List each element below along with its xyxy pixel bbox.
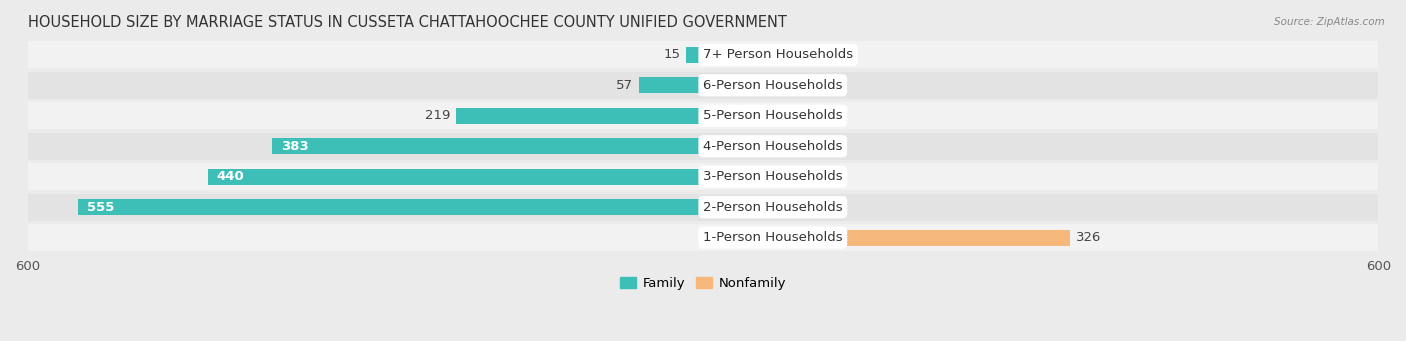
Bar bbox=[703, 47, 737, 63]
Text: Source: ZipAtlas.com: Source: ZipAtlas.com bbox=[1274, 17, 1385, 27]
Bar bbox=[703, 138, 737, 154]
Bar bbox=[28, 163, 1378, 190]
Text: 0: 0 bbox=[742, 48, 751, 61]
Text: 5-Person Households: 5-Person Households bbox=[703, 109, 842, 122]
Text: 1-Person Households: 1-Person Households bbox=[703, 231, 842, 244]
Text: 7+ Person Households: 7+ Person Households bbox=[703, 48, 853, 61]
Text: 15: 15 bbox=[664, 48, 681, 61]
Text: 440: 440 bbox=[217, 170, 245, 183]
Legend: Family, Nonfamily: Family, Nonfamily bbox=[614, 272, 792, 295]
Bar bbox=[271, 138, 703, 154]
Bar bbox=[28, 224, 1378, 251]
Text: 6-Person Households: 6-Person Households bbox=[703, 79, 842, 92]
Bar bbox=[28, 133, 1378, 160]
Bar bbox=[28, 194, 1378, 221]
Text: 555: 555 bbox=[87, 201, 115, 214]
Text: 4-Person Households: 4-Person Households bbox=[703, 140, 842, 153]
Bar bbox=[703, 199, 737, 215]
Text: 0: 0 bbox=[742, 109, 751, 122]
Bar bbox=[28, 42, 1378, 68]
Text: 0: 0 bbox=[742, 79, 751, 92]
Bar bbox=[638, 77, 703, 93]
Text: 57: 57 bbox=[616, 79, 633, 92]
Bar bbox=[703, 108, 737, 124]
Text: 383: 383 bbox=[281, 140, 308, 153]
Text: 219: 219 bbox=[426, 109, 451, 122]
Bar bbox=[703, 230, 1070, 246]
Bar bbox=[457, 108, 703, 124]
Bar bbox=[208, 169, 703, 184]
Bar bbox=[28, 102, 1378, 129]
Text: 8: 8 bbox=[742, 170, 751, 183]
Text: 326: 326 bbox=[1076, 231, 1101, 244]
Bar bbox=[28, 72, 1378, 99]
Bar bbox=[703, 169, 737, 184]
Text: HOUSEHOLD SIZE BY MARRIAGE STATUS IN CUSSETA CHATTAHOOCHEE COUNTY UNIFIED GOVERN: HOUSEHOLD SIZE BY MARRIAGE STATUS IN CUS… bbox=[28, 15, 786, 30]
Text: 1: 1 bbox=[742, 140, 751, 153]
Text: 3-Person Households: 3-Person Households bbox=[703, 170, 842, 183]
Text: 2-Person Households: 2-Person Households bbox=[703, 201, 842, 214]
Bar bbox=[79, 199, 703, 215]
Bar bbox=[703, 77, 737, 93]
Text: 27: 27 bbox=[742, 201, 759, 214]
Bar bbox=[686, 47, 703, 63]
